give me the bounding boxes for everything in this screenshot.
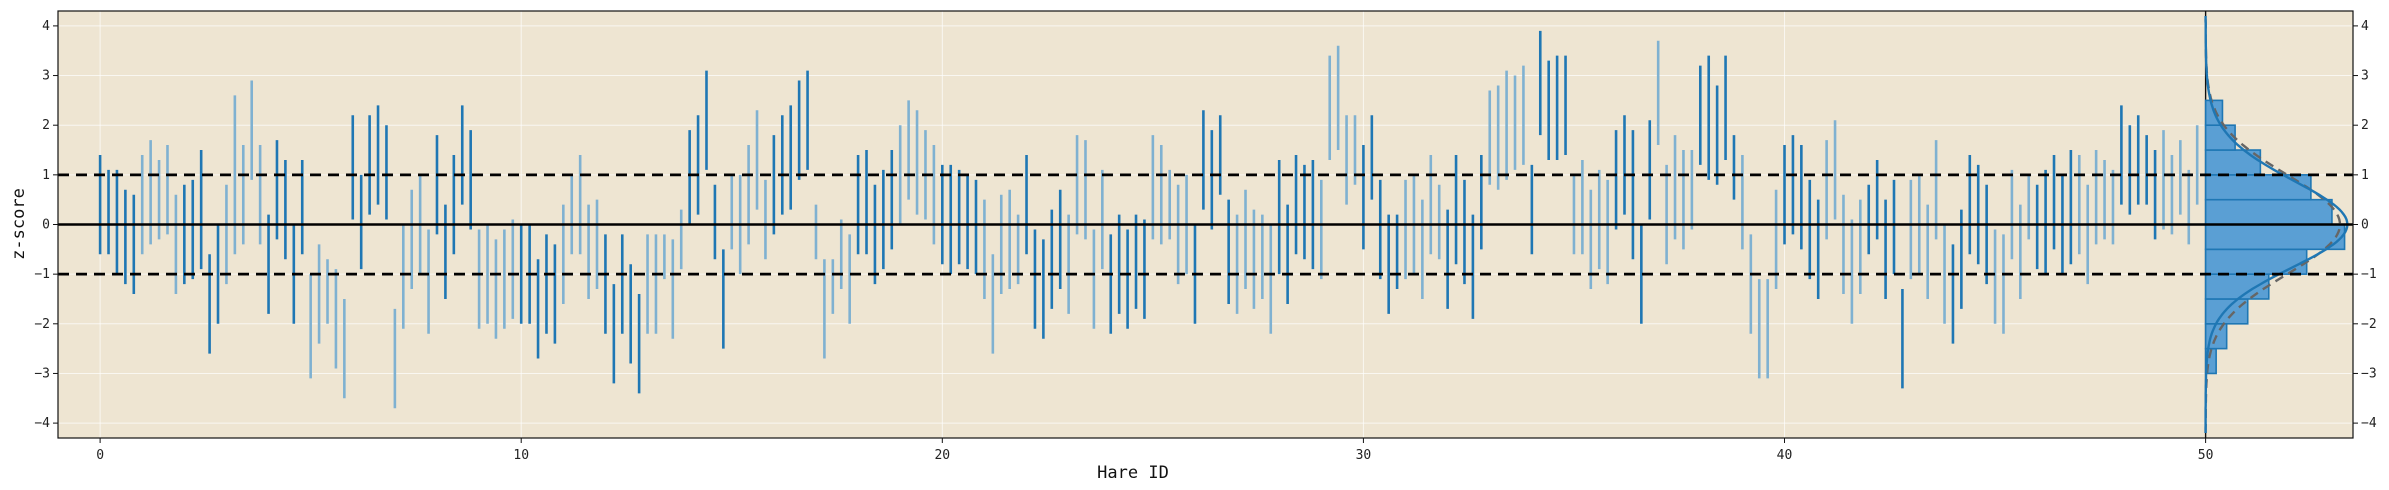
y-tick-label-left: 2 bbox=[42, 118, 50, 133]
y-tick-label-left: 1 bbox=[42, 168, 50, 183]
x-tick-label: 30 bbox=[1356, 448, 1372, 463]
histogram-bar bbox=[2204, 198, 2333, 226]
histogram-bar bbox=[2204, 149, 2262, 176]
y-tick-label-right: −2 bbox=[2361, 317, 2377, 332]
y-tick-label-left: −4 bbox=[34, 416, 50, 431]
y-tick-label-right: −4 bbox=[2361, 416, 2377, 431]
histogram-bar bbox=[2204, 223, 2346, 251]
y-axis-title: z-score bbox=[9, 188, 29, 260]
y-tick-label-right: 4 bbox=[2361, 19, 2369, 34]
y-tick-label-right: 0 bbox=[2361, 218, 2369, 233]
y-tick-label-right: −1 bbox=[2361, 267, 2377, 282]
axis-ticks: 0 10 20 30 40 50 −4 −4 −3 −3 −2 −2 −1 −1 0 0 1 1 2 2 3 3 4 4 bbox=[34, 19, 2376, 463]
y-tick-label-left: 0 bbox=[42, 218, 50, 233]
x-tick-label: 50 bbox=[2198, 448, 2214, 463]
x-axis-title: Hare ID bbox=[1097, 463, 1169, 483]
y-tick-label-right: 2 bbox=[2361, 118, 2369, 133]
y-tick-label-right: 3 bbox=[2361, 69, 2369, 84]
x-tick-label: 10 bbox=[513, 448, 529, 463]
reference-lines bbox=[58, 173, 2353, 276]
histogram-bar bbox=[2204, 273, 2270, 300]
y-tick-label-left: −3 bbox=[34, 366, 50, 381]
histogram-bar bbox=[2204, 298, 2249, 325]
x-tick-label: 20 bbox=[934, 448, 950, 463]
y-tick-label-left: −1 bbox=[34, 267, 50, 282]
y-tick-label-left: 3 bbox=[42, 69, 50, 84]
y-tick-label-left: 4 bbox=[42, 19, 50, 34]
y-tick-label-left: −2 bbox=[34, 317, 50, 332]
y-tick-label-right: 1 bbox=[2361, 168, 2369, 183]
x-tick-label: 40 bbox=[1777, 448, 1793, 463]
y-tick-label-right: −3 bbox=[2361, 366, 2377, 381]
x-tick-label: 0 bbox=[96, 448, 104, 463]
